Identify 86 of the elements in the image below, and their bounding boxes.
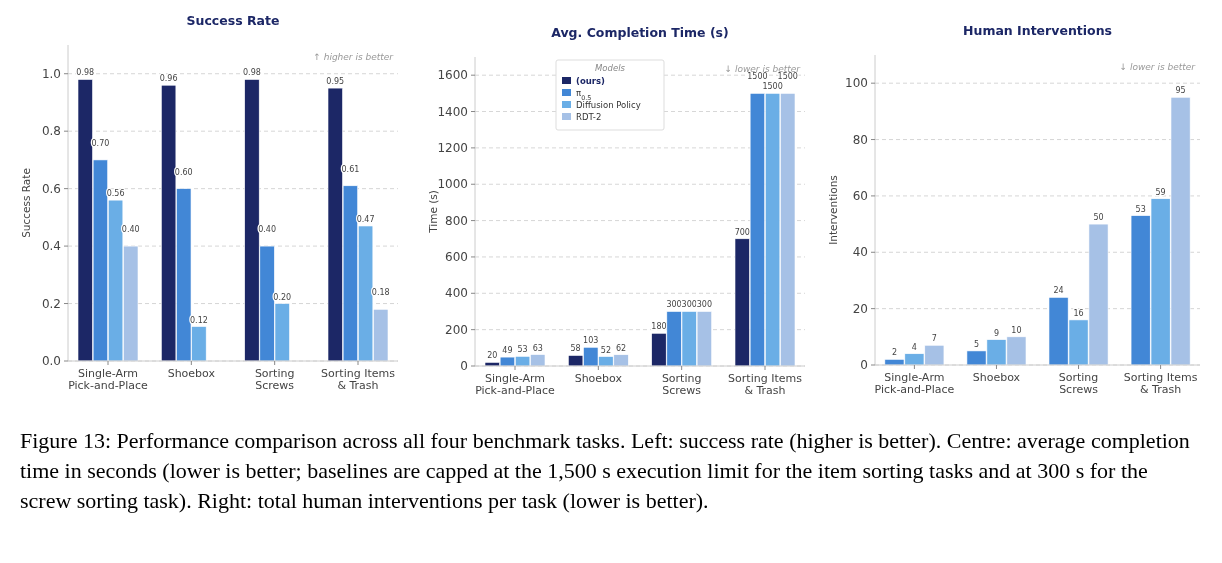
data-label: 62: [615, 343, 627, 353]
data-label: 300: [681, 300, 697, 310]
data-label: 24: [1053, 286, 1064, 296]
data-label: 700: [734, 227, 750, 237]
x-tick-label: Sorting Screws: [661, 372, 702, 397]
y-tick-label: 0.0: [41, 354, 61, 369]
data-label: 63: [532, 343, 543, 353]
y-tick-label: 1400: [437, 104, 468, 119]
y-tick-label: 0.2: [41, 296, 61, 311]
data-label: 103: [583, 336, 599, 346]
data-label: 0.61: [341, 164, 360, 174]
data-label: 0.40: [121, 225, 140, 235]
y-tick-label: 100: [845, 76, 868, 91]
legend-title: Models: [595, 63, 626, 73]
x-tick-label: Sorting Items & Trash: [1123, 371, 1198, 396]
y-axis-title: Time (s): [427, 190, 439, 234]
legend-label: Diffusion Policy: [576, 100, 641, 110]
data-label: 2: [891, 348, 897, 358]
x-tick-label: Sorting Items & Trash: [321, 367, 396, 392]
legend-label: RDT-2: [576, 112, 602, 122]
y-tick-label: 80: [852, 132, 868, 147]
data-label: 0.56: [106, 189, 125, 199]
x-tick-label: Single-Arm Pick-and-Place: [475, 372, 556, 397]
caption: Figure 13: Performance comparison across all four benchmark tasks. Left: success rate (higher is better). Centre: average completion time in seconds (lower is better; baselines are capped at the 1,500 s execution limit for the item sorting tasks and at 300 s for the screw sorting task). Right: total human interventions per task (lower is better).: [20, 428, 1190, 513]
data-label: 0.98: [243, 68, 261, 78]
x-tick-label: Sorting Screws: [1058, 371, 1099, 396]
y-tick-label: 0: [460, 359, 468, 374]
y-tick-label: 40: [852, 245, 868, 260]
data-label: 1500: [777, 72, 798, 82]
data-label: 0.98: [76, 68, 95, 78]
y-tick-label: 400: [445, 286, 468, 301]
x-tick-label: Sorting Screws: [254, 367, 295, 392]
annotation: ↓ lower is better: [724, 64, 802, 74]
data-label: 7: [931, 334, 937, 344]
data-label: 0.18: [371, 288, 390, 298]
y-tick-label: 0.8: [41, 124, 61, 139]
data-label: 0.47: [356, 214, 375, 224]
y-axis-title: Interventions: [827, 175, 839, 245]
annotation: ↓ lower is better: [1119, 62, 1197, 72]
data-label: 16: [1073, 308, 1084, 318]
y-tick-label: 1200: [437, 141, 468, 156]
data-label: 95: [1175, 86, 1186, 96]
chart-title: Avg. Completion Time (s): [551, 25, 729, 40]
y-tick-label: 20: [852, 301, 868, 316]
x-tick-label: Shoebox: [574, 372, 623, 385]
data-label: 20: [487, 351, 498, 361]
x-tick-label: Single-Arm Pick-and-Place: [68, 367, 149, 392]
data-label: 5: [973, 339, 980, 349]
data-label: 180: [651, 322, 667, 332]
x-tick-label: Sorting Items & Trash: [728, 372, 803, 397]
y-tick-label: 60: [852, 189, 868, 204]
data-label: 58: [570, 344, 581, 354]
chart-title: Human Interventions: [963, 23, 1112, 38]
data-label: 59: [1155, 187, 1166, 197]
annotation: ↑ higher is better: [313, 52, 395, 62]
y-tick-label: 1600: [437, 68, 468, 83]
x-tick-label: Shoebox: [167, 367, 216, 380]
legend-label: (ours): [576, 76, 606, 86]
y-tick-label: 800: [445, 213, 468, 228]
data-label: 49: [502, 346, 513, 356]
data-label: 0.96: [159, 74, 178, 84]
x-tick-label: Shoebox: [972, 371, 1021, 384]
data-label: 9: [993, 328, 1000, 338]
y-tick-label: 200: [445, 322, 468, 337]
data-label: 0.95: [326, 77, 345, 87]
y-tick-label: 0.6: [41, 181, 61, 196]
data-label: 1500: [762, 82, 783, 92]
y-tick-label: 0.4: [41, 239, 61, 254]
data-label: 1500: [747, 72, 768, 82]
data-label: 4: [911, 342, 917, 352]
data-label: 52: [600, 345, 611, 355]
y-tick-label: 600: [445, 250, 468, 265]
y-tick-label: 0: [860, 358, 868, 373]
data-label: 0.70: [91, 138, 110, 148]
chart-title: Success Rate: [186, 13, 280, 28]
data-label: 300: [666, 300, 682, 310]
data-label: 53: [1135, 204, 1146, 214]
y-tick-label: 1.0: [41, 66, 61, 81]
data-label: 10: [1011, 325, 1022, 335]
data-label: 50: [1093, 213, 1104, 223]
y-tick-label: 1000: [437, 177, 468, 192]
y-axis-title: Success Rate: [20, 168, 32, 238]
data-label: 53: [517, 345, 528, 355]
data-label: 300: [696, 300, 713, 310]
x-tick-label: Single-Arm Pick-and-Place: [874, 371, 955, 396]
legend-label: π$_{0.5}$: [576, 88, 592, 102]
